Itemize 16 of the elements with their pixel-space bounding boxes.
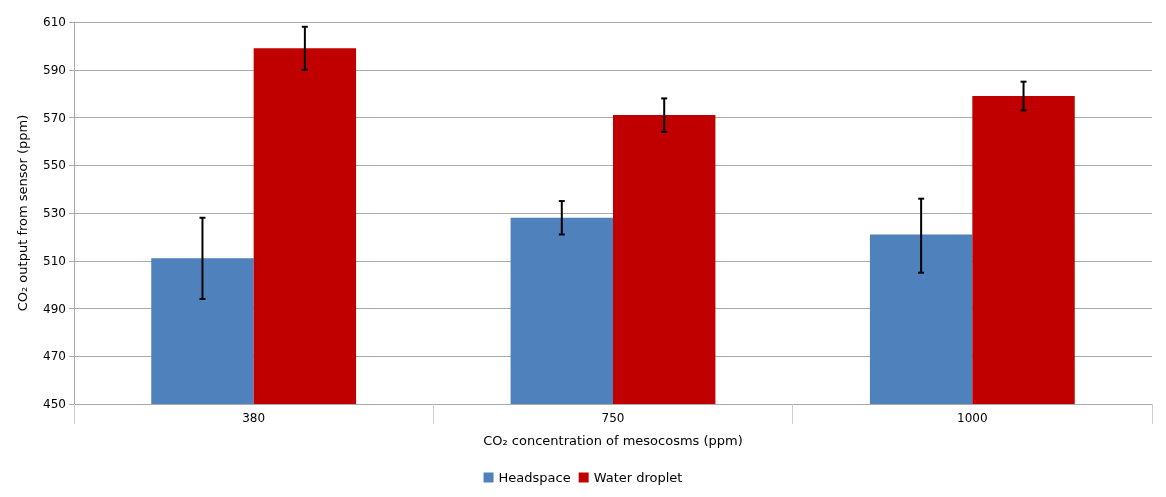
y-tick-label: 530 [43,206,66,220]
legend-label: Headspace [498,470,571,485]
y-tick-label: 590 [43,62,66,77]
x-tick-label: 750 [601,411,625,425]
y-tick-label: 550 [43,158,66,173]
x-axis-title: CO₂ concentration of mesocosms (ppm) [483,433,743,448]
y-tick-label: 570 [43,110,66,125]
x-tick-label: 380 [242,411,266,425]
y-tick-label: 510 [43,253,66,268]
y-tick-label: 610 [43,15,66,29]
y-tick-label: 450 [43,397,66,411]
y-tick-label: 490 [43,301,66,316]
x-tick-label: 1000 [957,411,988,425]
legend-label: Water droplet [593,470,683,485]
y-tick-label: 470 [43,349,66,364]
y-axis-title: CO₂ output from sensor (ppm) [15,114,30,312]
